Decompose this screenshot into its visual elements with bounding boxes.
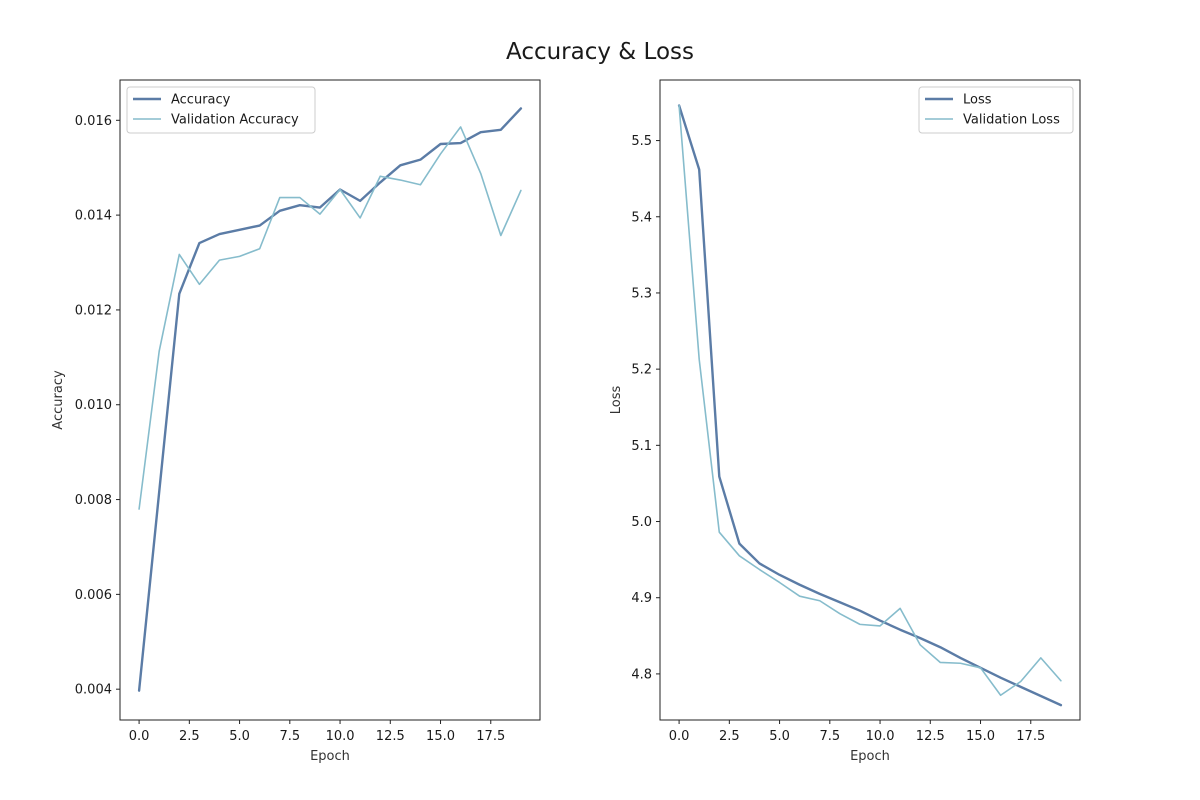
accuracy-x-tick-label: 12.5 [376, 729, 405, 744]
loss-x-tick-label: 7.5 [819, 729, 840, 744]
accuracy-y-tick-label: 0.008 [75, 493, 112, 508]
loss-chart: 0.0 2.5 5.0 7.5 10.0 12.5 15.0 17.5 4.8 4.9 5.0 5.1… [609, 79, 1081, 764]
loss-plot-frame [659, 79, 1081, 721]
accuracy-y-tick-label: 0.012 [75, 303, 112, 318]
loss-series-line-0 [677, 104, 1063, 707]
accuracy-x-tick-label: 0.0 [129, 729, 150, 744]
accuracy-y-axis-label: Accuracy [51, 370, 66, 430]
loss-x-tick-label: 10.0 [866, 729, 895, 744]
accuracy-legend: Accuracy Validation Accuracy [126, 86, 316, 134]
figure-title: Accuracy & Loss [506, 39, 694, 65]
accuracy-legend-label-1: Validation Accuracy [171, 113, 299, 128]
accuracy-y-tick-label: 0.004 [75, 683, 112, 698]
accuracy-series-line-1 [138, 126, 522, 510]
loss-y-tick-label: 5.5 [631, 134, 652, 149]
loss-x-tick-label: 17.5 [1016, 729, 1045, 744]
loss-y-tick-label: 5.3 [631, 286, 652, 301]
accuracy-series-line-0 [137, 107, 523, 692]
loss-y-tick-label: 4.9 [631, 591, 652, 606]
loss-legend: Loss Validation Loss [918, 86, 1074, 134]
accuracy-chart: 0.0 2.5 5.0 7.5 10.0 12.5 15.0 17.5 0.004 0.006 0.… [51, 79, 541, 764]
loss-x-tick-label: 0.0 [669, 729, 690, 744]
accuracy-legend-label-0: Accuracy [171, 93, 231, 108]
loss-y-axis-label: Loss [609, 386, 624, 415]
loss-series-line-1 [678, 104, 1062, 697]
accuracy-y-tick-label: 0.014 [75, 209, 112, 224]
accuracy-x-tick-label: 17.5 [476, 729, 505, 744]
accuracy-x-axis-label: Epoch [310, 749, 350, 764]
loss-x-axis-label: Epoch [850, 749, 890, 764]
accuracy-x-tick-label: 7.5 [279, 729, 300, 744]
loss-legend-label-1: Validation Loss [963, 113, 1060, 128]
loss-x-tick-label: 2.5 [719, 729, 740, 744]
accuracy-x-tick-label: 5.0 [229, 729, 250, 744]
loss-y-tick-label: 4.8 [631, 667, 652, 682]
loss-legend-box [918, 86, 1074, 134]
accuracy-plot-frame [119, 79, 541, 721]
accuracy-y-tick-label: 0.010 [75, 398, 112, 413]
accuracy-x-tick-label: 15.0 [426, 729, 455, 744]
accuracy-y-tick-label: 0.016 [75, 114, 112, 129]
accuracy-x-tick-label: 2.5 [179, 729, 200, 744]
accuracy-y-tick-label: 0.006 [75, 588, 112, 603]
accuracy-legend-box [126, 86, 316, 134]
loss-legend-label-0: Loss [963, 93, 992, 108]
accuracy-x-tick-label: 10.0 [326, 729, 355, 744]
loss-x-tick-label: 12.5 [916, 729, 945, 744]
loss-y-tick-label: 5.1 [631, 439, 652, 454]
loss-x-tick-label: 15.0 [966, 729, 995, 744]
loss-y-tick-label: 5.2 [631, 363, 652, 378]
loss-y-tick-label: 5.0 [631, 515, 652, 530]
loss-y-tick-label: 5.4 [631, 210, 652, 225]
loss-x-tick-label: 5.0 [769, 729, 790, 744]
